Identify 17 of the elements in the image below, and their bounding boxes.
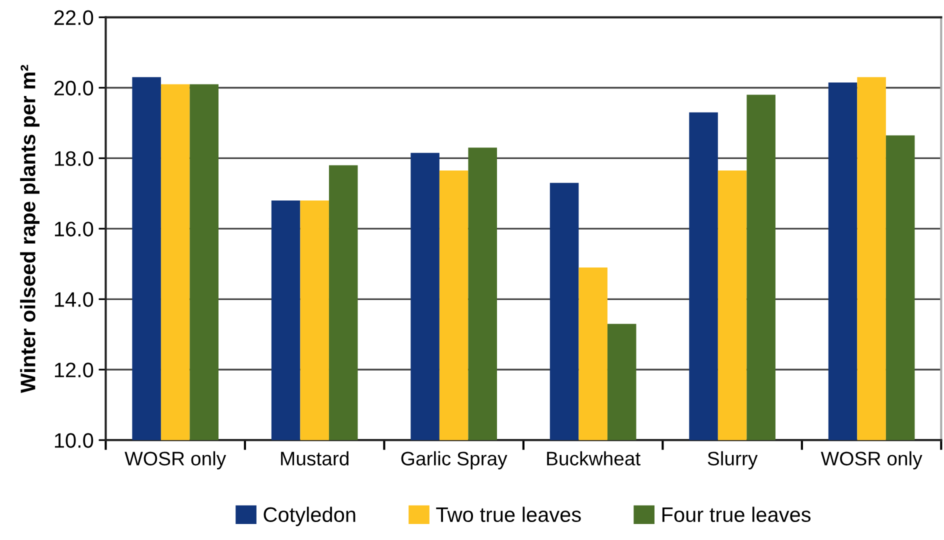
legend-label: Cotyledon [264, 506, 356, 526]
y-axis-title: Winter oilseed rape plants per m² [20, 64, 40, 393]
x-tick-label: Slurry [708, 451, 758, 470]
y-tick-label: 12.0 [54, 362, 94, 378]
legend-label: Two true leaves [436, 506, 581, 522]
y-tick-label: 10.0 [54, 433, 94, 448]
y-tick-label: 18.0 [54, 151, 94, 166]
legend-label: Four true leaves [662, 506, 811, 522]
x-tick-label: WOSR only [124, 451, 226, 470]
x-tick-label: Mustard [281, 451, 348, 466]
y-tick-label: 22.0 [54, 10, 94, 26]
x-tick-label: Garlic Spray [401, 451, 508, 470]
y-tick-label: 20.0 [54, 80, 94, 96]
x-tick-label: WOSR only [820, 451, 922, 470]
y-tick-label: 14.0 [54, 292, 94, 307]
x-tick-label: Buckwheat [547, 451, 640, 466]
y-tick-label: 16.0 [54, 222, 94, 236]
